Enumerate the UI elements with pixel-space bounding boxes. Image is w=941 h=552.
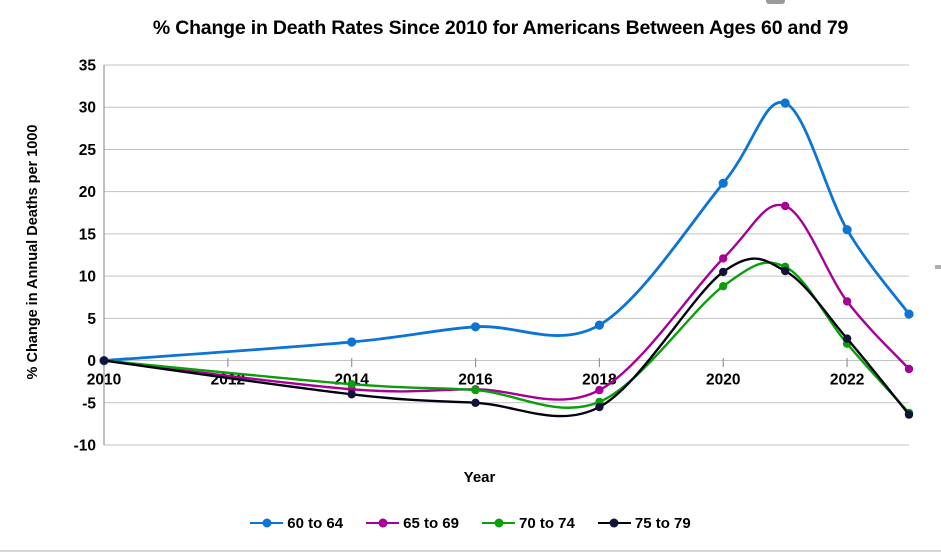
data-point-marker-60-to-64 — [470, 322, 481, 332]
data-point-marker-65-to-69 — [719, 254, 728, 263]
data-point-marker-65-to-69 — [904, 364, 914, 374]
scrollbar-fragment-top-icon[interactable] — [766, 0, 785, 4]
legend-marker-dot-icon — [378, 518, 388, 528]
x-tick-label: 2016 — [458, 372, 493, 389]
legend: 60 to 64 65 to 69 70 to 74 75 to 79 — [0, 510, 941, 536]
x-tick-label: 2022 — [830, 372, 864, 389]
legend-swatch-icon — [482, 517, 515, 530]
data-point-marker-60-to-64 — [842, 225, 852, 235]
series-line-65-to-69 — [102, 203, 911, 401]
data-point-marker-75-to-79 — [719, 267, 728, 277]
y-tick-label: 10 — [79, 269, 96, 286]
series-line-60-to-64 — [102, 100, 911, 362]
legend-marker-dot-icon — [262, 518, 272, 528]
legend-label: 60 to 64 — [287, 514, 344, 532]
data-point-marker-65-to-69 — [595, 385, 604, 395]
data-point-marker-65-to-69 — [842, 297, 852, 306]
legend-item-60-to-64[interactable]: 60 to 64 — [250, 515, 343, 532]
data-point-marker-60-to-64 — [594, 320, 605, 330]
y-tick-label: 25 — [79, 142, 97, 159]
data-point-marker-75-to-79 — [595, 402, 604, 412]
legend-swatch-icon — [366, 517, 400, 530]
y-tick-label: -5 — [82, 395, 96, 412]
y-tick-label: 5 — [87, 311, 96, 328]
series-line-75-to-79 — [102, 257, 911, 418]
legend-item-75-to-79[interactable]: 75 to 79 — [597, 514, 691, 532]
x-tick-label: 2020 — [706, 372, 740, 389]
legend-swatch-icon — [250, 517, 284, 530]
window-bottom-edge — [0, 550, 941, 552]
chart-title: % Change in Death Rates Since 2010 for A… — [152, 17, 849, 39]
scrollbar-fragment-right-icon[interactable] — [935, 265, 941, 269]
data-point-marker-75-to-79 — [781, 266, 790, 276]
legend-marker-dot-icon — [609, 518, 619, 528]
series-line-70-to-74 — [102, 261, 911, 415]
data-point-marker-60-to-64 — [904, 309, 914, 319]
y-tick-label: 15 — [79, 226, 97, 243]
legend-label: 70 to 74 — [519, 514, 575, 532]
data-point-marker-75-to-79 — [347, 390, 356, 399]
legend-marker-dot-icon — [494, 518, 503, 528]
legend-item-65-to-69[interactable]: 65 to 69 — [366, 515, 459, 532]
y-tick-label: 20 — [79, 184, 96, 201]
y-tick-label: -10 — [74, 438, 96, 455]
data-point-marker-75-to-79 — [471, 398, 480, 407]
data-point-marker-70-to-74 — [719, 282, 728, 291]
data-point-marker-65-to-69 — [781, 201, 790, 211]
x-axis-title: Year — [463, 469, 496, 486]
data-point-marker-75-to-79 — [904, 410, 914, 419]
y-tick-label: 30 — [79, 100, 96, 117]
legend-swatch-icon — [597, 517, 631, 530]
y-tick-label: 0 — [87, 353, 96, 370]
legend-label: 65 to 69 — [403, 514, 459, 532]
x-tick-label: 2010 — [87, 372, 121, 389]
legend-item-70-to-74[interactable]: 70 to 74 — [482, 515, 575, 532]
data-point-marker-70-to-74 — [471, 385, 480, 395]
y-tick-label: 35 — [79, 58, 97, 75]
legend-label: 75 to 79 — [634, 514, 691, 532]
data-point-marker-75-to-79 — [842, 334, 852, 343]
data-point-marker-60-to-64 — [718, 178, 728, 188]
data-point-marker-70-to-74 — [347, 380, 356, 389]
data-point-marker-60-to-64 — [347, 337, 357, 347]
data-point-marker-60-to-64 — [780, 98, 790, 108]
data-point-marker-75-to-79 — [99, 356, 109, 365]
